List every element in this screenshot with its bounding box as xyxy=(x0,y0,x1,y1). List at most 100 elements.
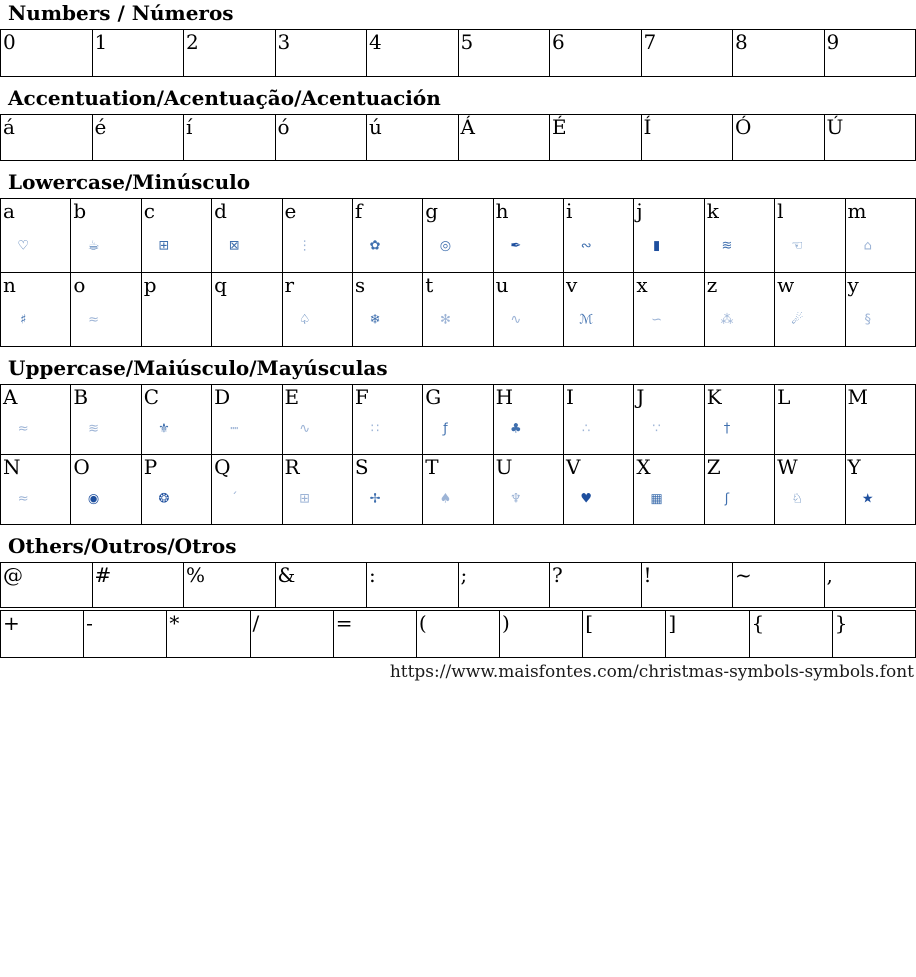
glyph-cell: t ✻ xyxy=(422,272,494,347)
glyph-cell: x ∽ xyxy=(633,272,705,347)
cell-character: A xyxy=(3,385,18,409)
gift-icon: ⊞ xyxy=(158,238,170,254)
glyph-cell: % xyxy=(183,562,276,608)
glyph-cell: Ó xyxy=(732,114,825,161)
glyph-cell: 0 xyxy=(0,29,93,77)
glyph-cell: / xyxy=(249,610,334,658)
candle-sketch-icon: † xyxy=(723,421,731,437)
cell-character: H xyxy=(495,385,514,409)
section-title-others: Others/Outros/Otros xyxy=(8,534,237,558)
ribbon-scribble-icon: ∽ xyxy=(651,312,663,328)
glyph-cell: m ⌂ xyxy=(844,198,916,273)
snow-cloud-icon: ∵ xyxy=(652,421,661,437)
section-lowercase: Lowercase/Minúsculo a ♡ b ☕ c ⊞ d ⊠ e ⋮ f ✿ g ◎ h ✒ i ∾ j ▮… xyxy=(0,171,916,347)
glyph-cell: 6 xyxy=(549,29,642,77)
glyph-cell: i ∾ xyxy=(562,198,635,273)
cell-character: ó xyxy=(277,115,290,139)
glyph-cell: - xyxy=(83,610,168,658)
cell-character: f xyxy=(354,199,363,223)
cell-character: } xyxy=(834,611,848,635)
glyph-cell: z ⁂ xyxy=(703,272,776,347)
cell-character: N xyxy=(3,455,21,479)
sleigh-icon: ≋ xyxy=(721,238,733,254)
cell-character: 1 xyxy=(94,30,108,54)
tables-numbers: 0 1 2 3 4 5 6 7 8 9 xyxy=(0,29,916,77)
cell-character: O xyxy=(73,455,90,479)
candles-icon: ♯ xyxy=(20,312,27,328)
cell-character: % xyxy=(186,563,206,587)
cell-character: é xyxy=(94,115,107,139)
garland-icon: ≈ xyxy=(88,312,100,328)
garland-icon: ≈ xyxy=(17,491,29,507)
glyph-cell: 7 xyxy=(640,29,733,77)
glyph-cell: k ≋ xyxy=(703,198,776,273)
snow-dots-icon: ∷ xyxy=(370,421,380,437)
font-source-url[interactable]: https://www.maisfontes.com/christmas-sym… xyxy=(389,662,914,682)
glyph-cell: 3 xyxy=(274,29,367,77)
cell-character: k xyxy=(706,199,719,223)
wreath-icon: ❂ xyxy=(158,491,170,507)
glyph-cell: M xyxy=(844,384,916,455)
glyph-cell: } xyxy=(831,610,916,658)
cell-character: T xyxy=(425,455,439,479)
glyph-cell: ó xyxy=(274,114,367,161)
cell-character: 8 xyxy=(735,30,748,54)
glyph-table: 0 1 2 3 4 5 6 7 8 9 xyxy=(0,29,916,77)
cell-character: o xyxy=(73,273,86,297)
cell-character: K xyxy=(706,385,722,409)
heart-outline-icon: ♡ xyxy=(17,238,30,254)
glyph-cell: 2 xyxy=(183,29,276,77)
glyph-cell: { xyxy=(748,610,833,658)
cell-character: d xyxy=(214,199,227,223)
glyph-cell: ] xyxy=(665,610,750,658)
cell-character: M xyxy=(847,385,868,409)
section-title-uppercase: Uppercase/Maiúsculo/Mayúsculas xyxy=(8,356,388,380)
cell-character: E xyxy=(284,385,300,409)
cell-character: É xyxy=(552,115,567,139)
snowflake-icon: ❄ xyxy=(369,312,381,328)
holly-leaf-icon: ✒ xyxy=(510,238,522,254)
dots-icon: ⋮ xyxy=(298,238,312,254)
glyph-cell: H ♣ xyxy=(492,384,565,455)
antlers-icon: ♆ xyxy=(509,491,522,507)
section-others: Others/Outros/Otros @ #% &:;?! ~, + - * / = () [] {… xyxy=(0,535,916,658)
glyph-cell: [ xyxy=(582,610,667,658)
cell-character: ~ xyxy=(735,563,752,587)
section-title-lowercase: Lowercase/Minúsculo xyxy=(8,170,251,194)
section-accentuation: Accentuation/Acentuação/Acentuación á é í ó… xyxy=(0,87,916,161)
cell-character: - xyxy=(86,611,93,635)
cell-character: 6 xyxy=(552,30,565,54)
glyph-cell: e ⋮ xyxy=(281,198,353,273)
cell-character: s xyxy=(354,273,366,297)
snow-cloud-icon: ∴ xyxy=(582,421,591,437)
glyph-cell: * xyxy=(166,610,251,658)
cell-character: j xyxy=(636,199,643,223)
cell-character: P xyxy=(143,455,158,479)
glyph-cell: ) xyxy=(499,610,584,658)
tiny-stroke-icon: ´ xyxy=(231,491,238,507)
glyph-cell: í xyxy=(183,114,276,161)
glyph-cell: : xyxy=(366,562,459,608)
star-icon: ★ xyxy=(861,491,874,507)
advent-calendar-icon: ▦ xyxy=(650,491,663,507)
glyph-cell: f ✿ xyxy=(351,198,424,273)
cell-character: 5 xyxy=(460,30,474,54)
glyph-cell: V ♥ xyxy=(562,454,635,525)
glyph-cell: ; xyxy=(457,562,550,608)
cell-character: 4 xyxy=(369,30,382,54)
beads-icon: ┉ xyxy=(230,421,239,437)
glyph-cell: g ◎ xyxy=(422,198,494,273)
glyph-cell: I ∴ xyxy=(562,384,635,455)
cell-character: D xyxy=(214,385,231,409)
cell-character: : xyxy=(369,563,376,587)
cell-character: B xyxy=(73,385,89,409)
cell-character: U xyxy=(495,455,513,479)
glyph-cell: ( xyxy=(415,610,501,658)
font-specimen-page: Numbers / Números 0 1 2 3 4 5 6 7 8 9 Accentuatio… xyxy=(0,2,916,682)
cell-character: L xyxy=(777,385,791,409)
cell-character: @ xyxy=(3,563,23,587)
